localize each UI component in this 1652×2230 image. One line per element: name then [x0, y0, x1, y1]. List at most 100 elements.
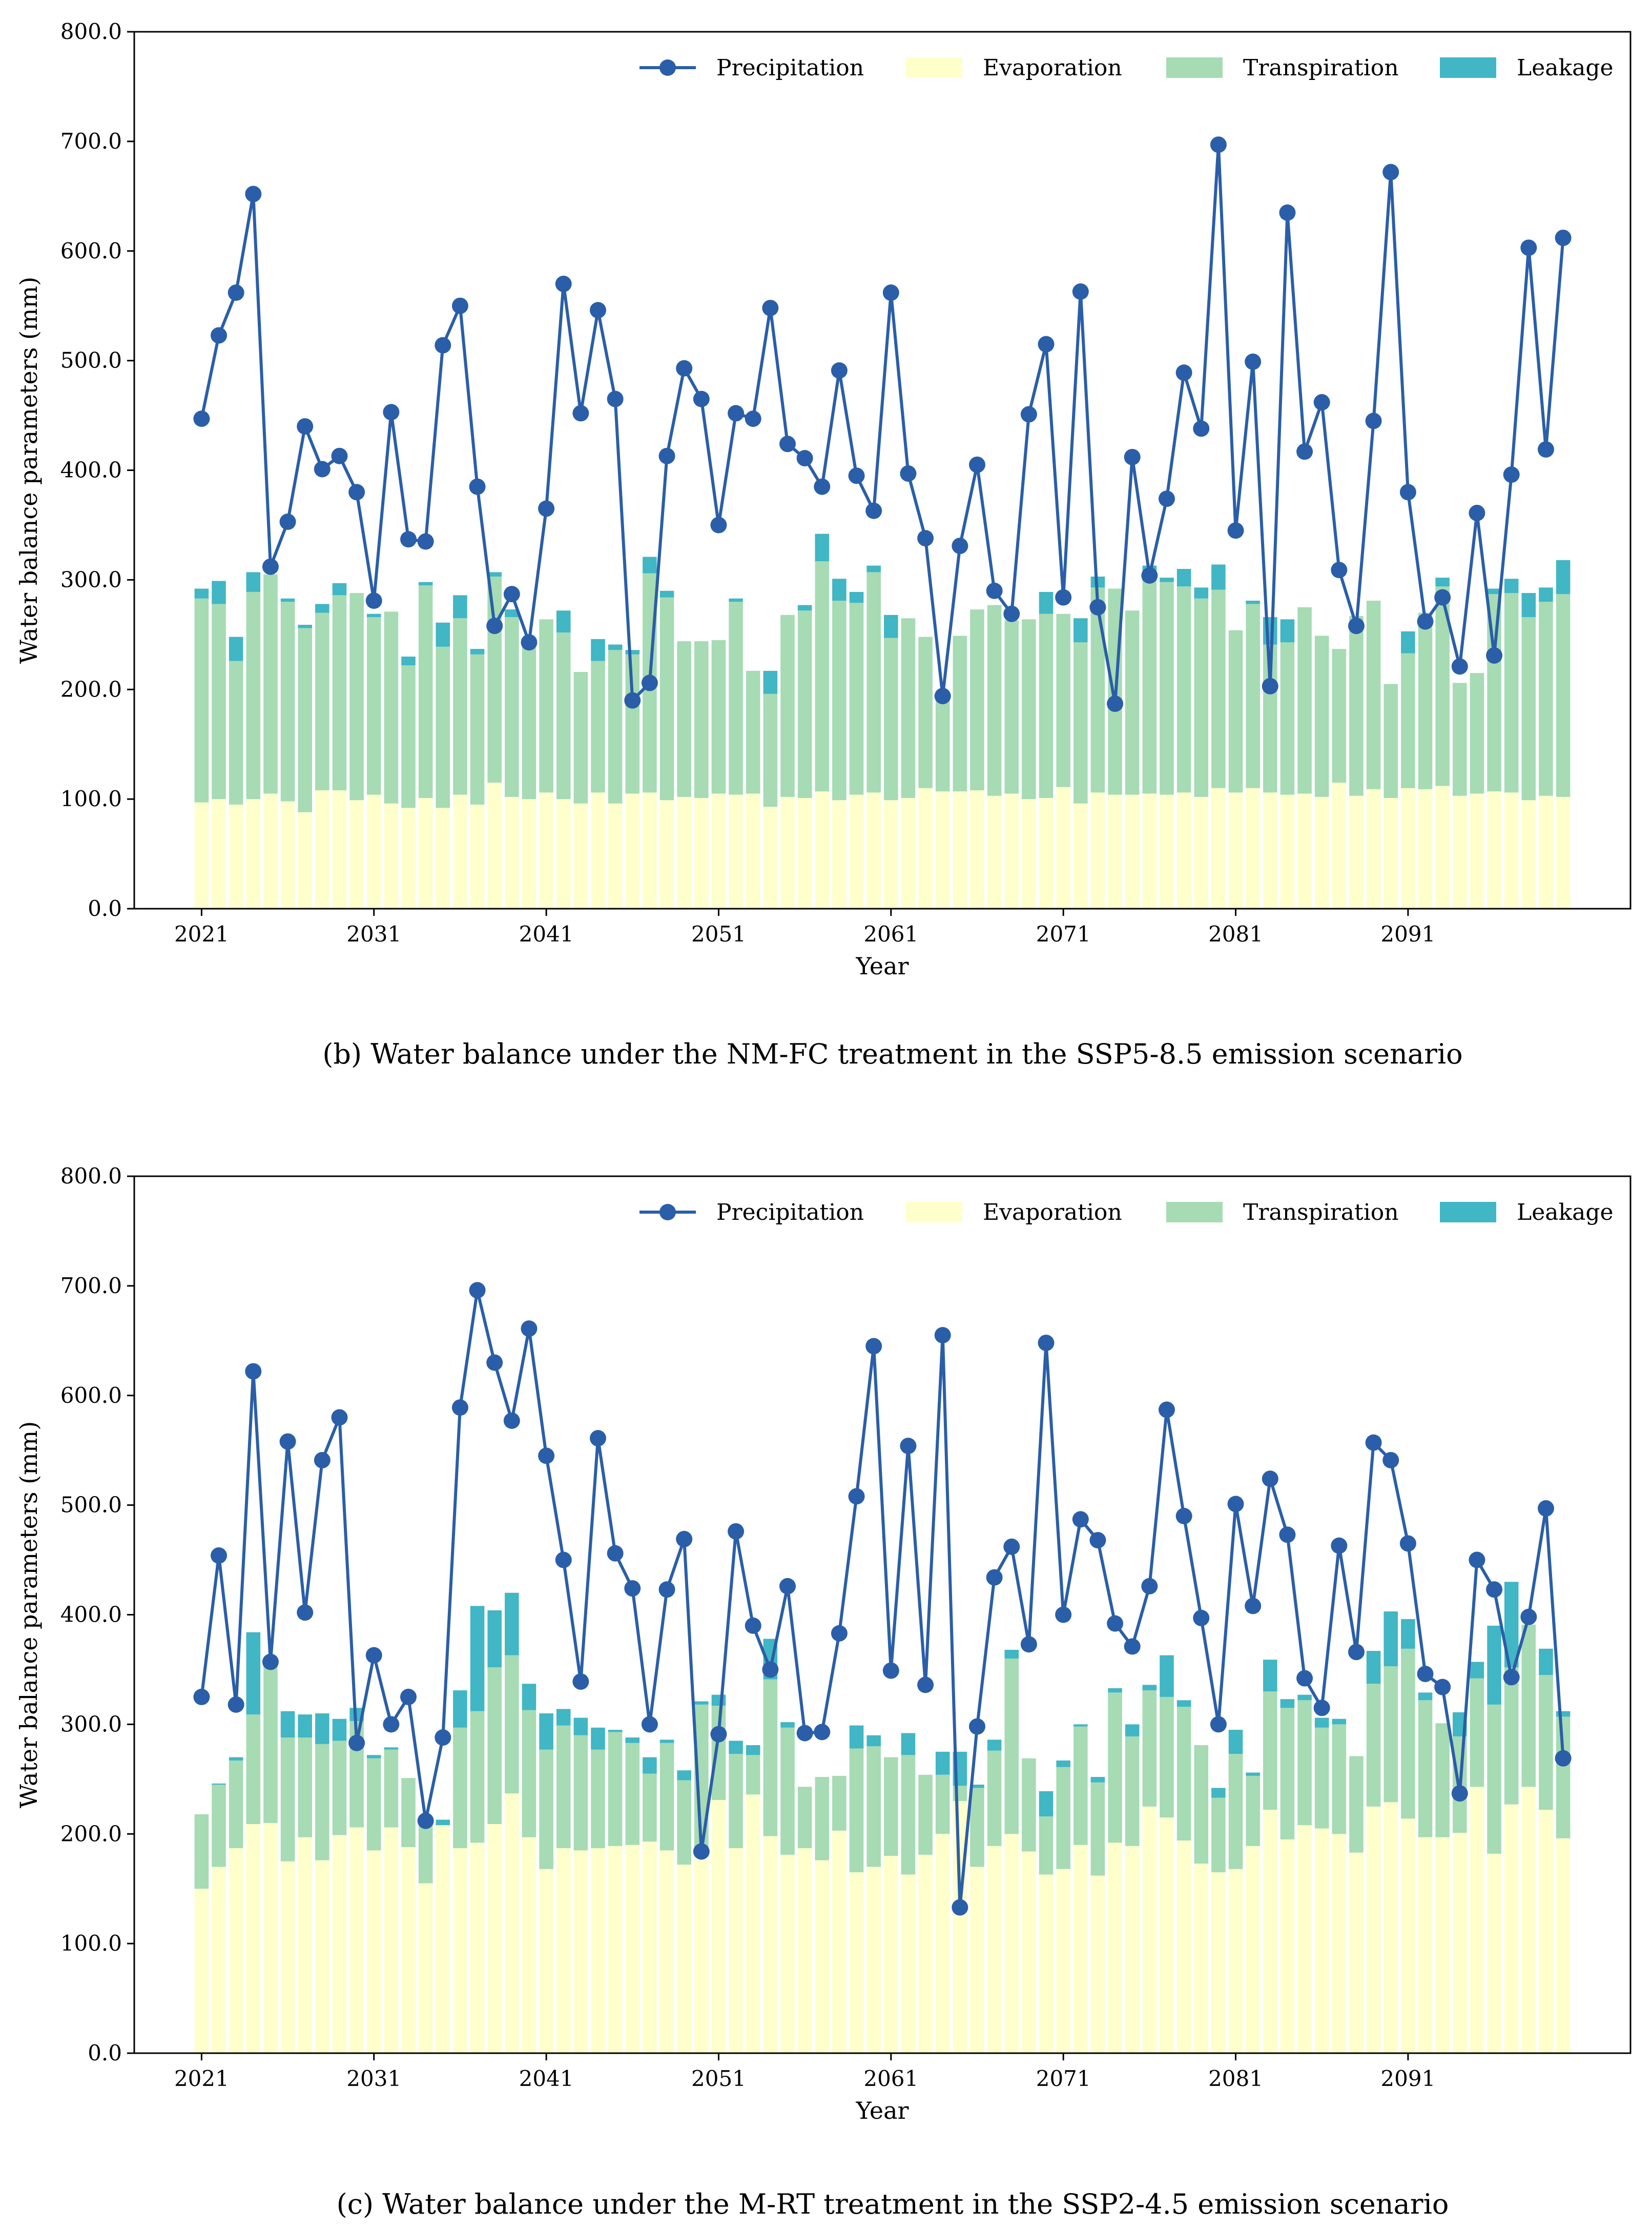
bar-leakage-2029 — [332, 1718, 347, 1741]
point-precipitation-2086 — [1313, 1700, 1330, 1716]
point-precipitation-2067 — [986, 1569, 1003, 1586]
bar-evaporation-2076 — [1142, 793, 1157, 909]
point-precipitation-2081 — [1227, 522, 1244, 539]
bar-transpiration-2046 — [625, 1743, 640, 1845]
bar-transpiration-2049 — [677, 1780, 691, 1865]
point-precipitation-2035 — [435, 337, 451, 354]
point-precipitation-2087 — [1331, 562, 1348, 579]
bar-transpiration-2057 — [815, 1777, 830, 1860]
point-precipitation-2091 — [1399, 484, 1416, 501]
legend-swatch-evaporation — [906, 57, 962, 78]
bar-evaporation-2033 — [401, 808, 416, 909]
bar-leakage-2047 — [643, 1757, 657, 1774]
bar-leakage-2055 — [780, 1722, 795, 1728]
bar-leakage-2035 — [436, 622, 450, 647]
point-precipitation-2098 — [1520, 1608, 1537, 1625]
bar-evaporation-2082 — [1246, 788, 1260, 909]
point-precipitation-2068 — [1003, 605, 1020, 622]
bar-evaporation-2071 — [1056, 787, 1070, 909]
point-precipitation-2063 — [917, 530, 934, 547]
point-precipitation-2025 — [262, 1653, 279, 1670]
bar-evaporation-2091 — [1401, 1818, 1415, 2053]
bar-evaporation-2097 — [1504, 792, 1519, 909]
bar-leakage-2059 — [849, 591, 864, 603]
bar-evaporation-2093 — [1435, 786, 1450, 909]
point-precipitation-2068 — [1003, 1538, 1020, 1555]
bar-leakage-2035 — [436, 1819, 450, 1826]
bar-evaporation-2070 — [1039, 797, 1054, 909]
bar-transpiration-2060 — [866, 572, 881, 793]
point-precipitation-2063 — [917, 1676, 934, 1693]
bar-evaporation-2067 — [987, 1846, 1002, 2053]
legend-swatch-transpiration — [1166, 1202, 1223, 1222]
bars-group — [194, 534, 1571, 909]
bar-evaporation-2054 — [763, 807, 778, 909]
point-precipitation-2046 — [624, 1580, 641, 1597]
point-precipitation-2037 — [469, 478, 486, 495]
bar-transpiration-2064 — [935, 1774, 950, 1834]
bar-evaporation-2074 — [1108, 1843, 1122, 2053]
bar-evaporation-2096 — [1487, 1853, 1501, 2053]
bar-evaporation-2066 — [970, 1867, 984, 2053]
bar-leakage-2023 — [229, 637, 243, 661]
bar-leakage-2084 — [1280, 619, 1295, 643]
point-precipitation-2065 — [952, 538, 968, 555]
point-precipitation-2061 — [882, 284, 899, 301]
bar-transpiration-2033 — [401, 1778, 416, 1847]
bar-evaporation-2039 — [505, 1793, 519, 2053]
point-precipitation-2034 — [417, 1812, 434, 1829]
point-precipitation-2051 — [710, 517, 727, 534]
bar-transpiration-2066 — [970, 1788, 984, 1867]
legend: Precipitation Evaporation Transpiration Lea… — [639, 55, 1614, 81]
bar-evaporation-2030 — [349, 1827, 364, 2053]
point-precipitation-2088 — [1348, 618, 1365, 635]
bar-leakage-2022 — [212, 581, 226, 604]
bar-evaporation-2098 — [1521, 800, 1536, 909]
bar-evaporation-2081 — [1228, 792, 1243, 909]
point-precipitation-2080 — [1210, 136, 1227, 153]
point-precipitation-2055 — [779, 436, 796, 453]
point-precipitation-2031 — [365, 592, 382, 609]
point-precipitation-2100 — [1555, 230, 1572, 247]
bar-evaporation-2082 — [1246, 1846, 1260, 2053]
bar-transpiration-2089 — [1366, 1684, 1381, 1807]
bar-leakage-2042 — [556, 1709, 571, 1726]
bar-evaporation-2085 — [1297, 793, 1312, 909]
bar-leakage-2066 — [970, 1785, 984, 1788]
bar-leakage-2036 — [453, 1690, 467, 1728]
x-tick-label: 2061 — [863, 922, 918, 947]
bar-leakage-2051 — [711, 1694, 726, 1706]
bar-transpiration-2034 — [418, 1822, 433, 1884]
bar-evaporation-2038 — [487, 783, 502, 909]
legend-swatch-evaporation — [906, 1202, 962, 1222]
y-tick-label: 600.0 — [60, 1383, 122, 1408]
point-precipitation-2094 — [1451, 658, 1468, 675]
bar-transpiration-2056 — [797, 610, 812, 798]
bar-transpiration-2100 — [1556, 594, 1571, 797]
bar-evaporation-2088 — [1349, 1852, 1364, 2053]
point-precipitation-2089 — [1365, 1434, 1382, 1451]
bar-leakage-2041 — [539, 1713, 553, 1750]
bar-transpiration-2073 — [1090, 587, 1105, 793]
point-precipitation-2051 — [710, 1726, 727, 1743]
bar-evaporation-2084 — [1280, 1839, 1295, 2053]
bar-transpiration-2092 — [1418, 1700, 1433, 1837]
bar-evaporation-2089 — [1366, 789, 1381, 909]
y-tick-label: 100.0 — [60, 1931, 122, 1956]
bar-transpiration-2077 — [1160, 1696, 1174, 1818]
y-axis-title: Water balance parameters (mm) — [15, 1421, 43, 1808]
bar-evaporation-2071 — [1056, 1869, 1070, 2053]
bar-transpiration-2097 — [1504, 593, 1519, 793]
bar-evaporation-2052 — [729, 1848, 743, 2053]
bar-transpiration-2045 — [608, 1732, 623, 1846]
bar-transpiration-2031 — [366, 617, 381, 795]
bar-evaporation-2037 — [470, 1843, 485, 2053]
bar-transpiration-2071 — [1056, 613, 1070, 787]
point-precipitation-2082 — [1245, 353, 1262, 370]
bar-leakage-2078 — [1176, 1700, 1191, 1707]
bar-evaporation-2033 — [401, 1847, 416, 2053]
bar-evaporation-2060 — [866, 1867, 881, 2053]
x-tick-label: 2041 — [519, 2066, 574, 2091]
bar-transpiration-2053 — [746, 1755, 760, 1795]
point-precipitation-2092 — [1417, 1665, 1434, 1682]
